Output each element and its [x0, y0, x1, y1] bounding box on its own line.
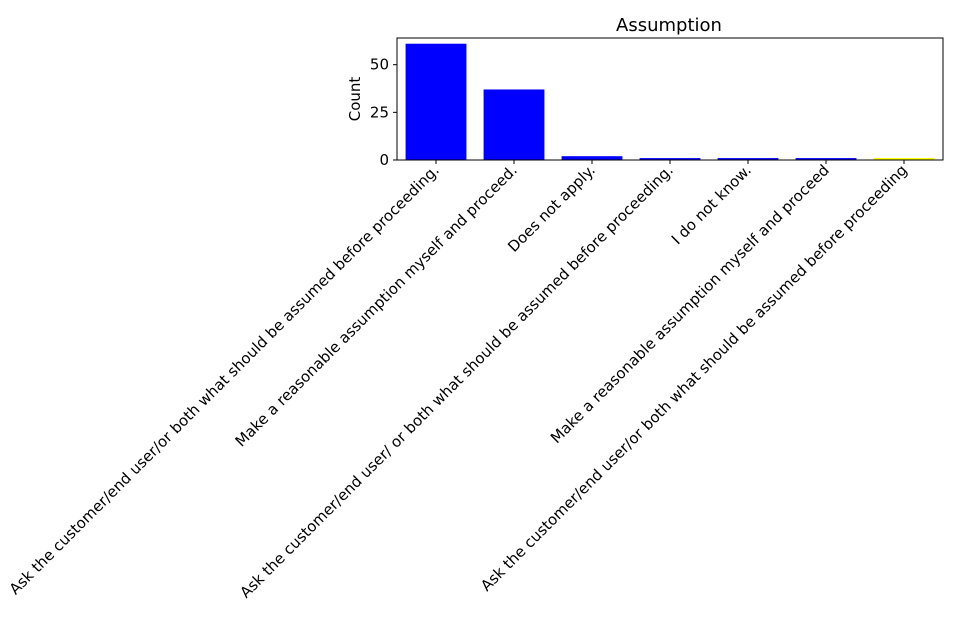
x-tick-label: Make a reasonable assumption myself and … [547, 161, 833, 447]
x-tick-label: Ask the customer/end user/or both what s… [6, 161, 443, 598]
bar [405, 43, 467, 160]
bar [639, 158, 701, 160]
x-tick-label: Make a reasonable assumption myself and … [232, 161, 521, 450]
bar [795, 158, 857, 160]
y-ticks-group: 0 25 50 [370, 56, 397, 169]
y-tick-label: 50 [370, 56, 389, 74]
y-tick-label: 25 [370, 103, 389, 121]
chart-title: Assumption [616, 15, 722, 36]
x-ticks-group: Ask the customer/end user/or both what s… [6, 160, 911, 602]
bar [483, 89, 545, 160]
y-axis-label: Count [346, 77, 364, 122]
bar [561, 156, 623, 160]
bar [873, 158, 935, 160]
x-tick-label: I do not know. [668, 161, 755, 248]
bar [717, 158, 779, 160]
y-tick-label: 0 [379, 151, 389, 169]
bars-group [405, 43, 935, 160]
plot-frame [396, 37, 944, 161]
